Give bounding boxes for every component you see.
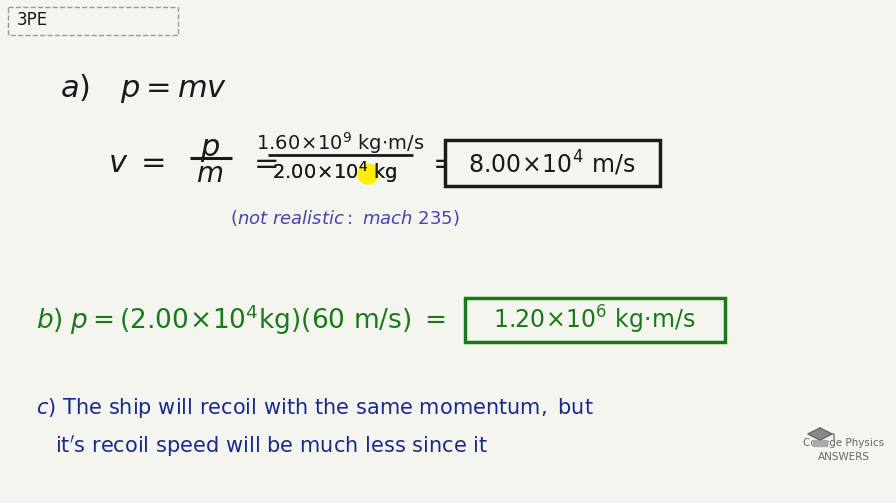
- Text: 3PE: 3PE: [17, 11, 48, 29]
- Text: $\mathrm{it's\ recoil\ speed\ will\ be\ much\ less\ since\ it}$: $\mathrm{it's\ recoil\ speed\ will\ be\ …: [55, 433, 488, 459]
- Text: College Physics
ANSWERS: College Physics ANSWERS: [804, 439, 884, 462]
- Text: $p$: $p$: [200, 132, 220, 163]
- Text: $=$: $=$: [248, 147, 279, 179]
- Bar: [8, 7, 178, 35]
- Text: $2.00\!\times\!10^4\ \mathrm{kg}$: $2.00\!\times\!10^4\ \mathrm{kg}$: [272, 159, 398, 185]
- Text: $2.00\!\times\!10^4\ \mathrm{kg}$: $2.00\!\times\!10^4\ \mathrm{kg}$: [272, 159, 398, 185]
- Text: $a)\quad p = mv$: $a)\quad p = mv$: [60, 71, 228, 105]
- Text: $v\; =$: $v\; =$: [108, 147, 165, 179]
- Text: $m$: $m$: [196, 160, 224, 188]
- Text: $8.00\!\times\!10^4\ \mathrm{m/s}$: $8.00\!\times\!10^4\ \mathrm{m/s}$: [469, 148, 635, 178]
- Polygon shape: [813, 440, 827, 446]
- Text: $=$: $=$: [427, 147, 457, 179]
- Text: $(not\ realistic:\ mach\ 235)$: $(not\ realistic:\ mach\ 235)$: [230, 208, 460, 228]
- Text: $1.20\!\times\!10^6\ \mathrm{kg{\cdot}m/s}$: $1.20\!\times\!10^6\ \mathrm{kg{\cdot}m/…: [493, 304, 695, 336]
- Text: $c)\ \mathrm{The\ ship\ will\ recoil\ with\ the\ same\ momentum,\ but}$: $c)\ \mathrm{The\ ship\ will\ recoil\ wi…: [36, 396, 594, 420]
- Text: $1.60\!\times\!10^9\ \mathrm{kg{\cdot}m/s}$: $1.60\!\times\!10^9\ \mathrm{kg{\cdot}m/…: [256, 130, 424, 156]
- Polygon shape: [808, 428, 832, 440]
- Bar: [465, 298, 725, 342]
- Bar: [445, 140, 660, 186]
- Text: $b)\;p = (2.00\!\times\!10^4\mathrm{kg})(60\ \mathrm{m/s})\; =$: $b)\;p = (2.00\!\times\!10^4\mathrm{kg})…: [36, 303, 445, 337]
- Circle shape: [358, 164, 378, 184]
